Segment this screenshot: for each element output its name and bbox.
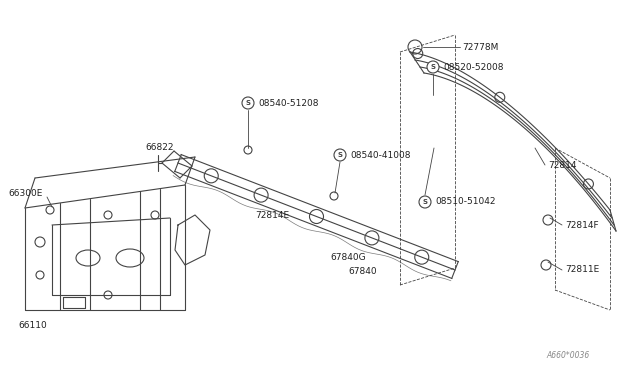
Text: 08540-41008: 08540-41008 (350, 151, 410, 160)
Text: 72814F: 72814F (565, 221, 598, 230)
Text: 67840: 67840 (348, 267, 376, 276)
Ellipse shape (427, 61, 439, 73)
Ellipse shape (242, 97, 254, 109)
Text: 08540-51208: 08540-51208 (258, 99, 319, 108)
Text: 67840G: 67840G (330, 253, 365, 263)
Text: 66822: 66822 (145, 144, 173, 153)
Text: 08520-52008: 08520-52008 (443, 62, 504, 71)
Text: 72811E: 72811E (565, 266, 599, 275)
Text: 72814E: 72814E (255, 211, 289, 219)
Text: 66300E: 66300E (8, 189, 42, 198)
Text: 72814: 72814 (548, 160, 577, 170)
Text: A660*0036: A660*0036 (547, 350, 590, 359)
Text: S: S (422, 199, 428, 205)
Ellipse shape (419, 196, 431, 208)
Text: 08510-51042: 08510-51042 (435, 198, 495, 206)
Text: S: S (337, 152, 342, 158)
Ellipse shape (334, 149, 346, 161)
Text: 72778M: 72778M (462, 42, 499, 51)
Text: S: S (431, 64, 435, 70)
Text: S: S (246, 100, 250, 106)
Text: 66110: 66110 (18, 321, 47, 330)
